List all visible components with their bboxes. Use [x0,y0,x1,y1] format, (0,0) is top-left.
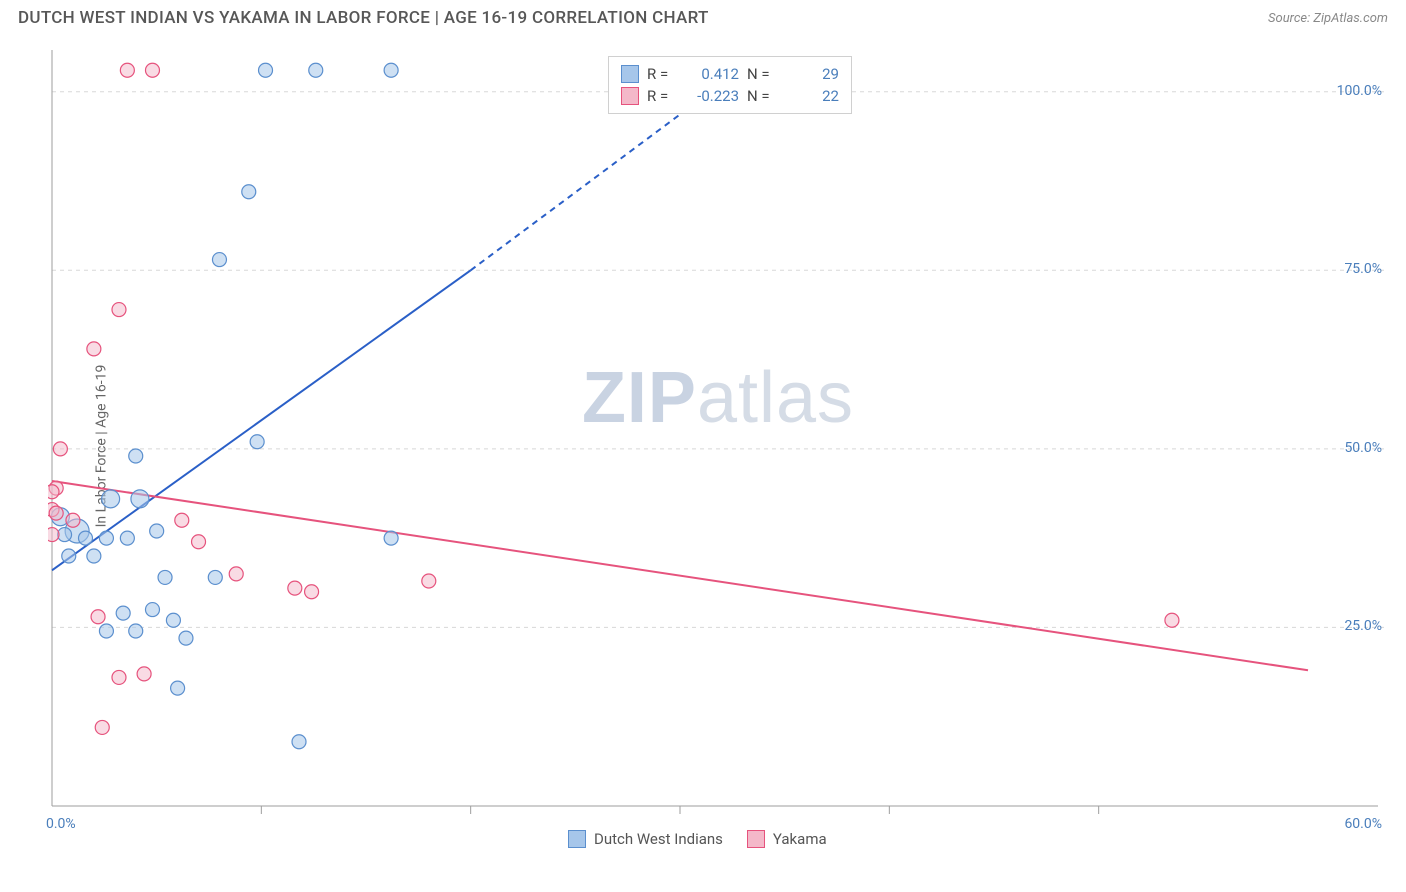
n-label: N = [747,87,775,105]
chart-area: In Labor Force | Age 16-19 25.0%50.0%75.… [48,46,1388,846]
n-label: N = [747,65,775,83]
swatch-icon [621,65,639,83]
y-tick-label: 75.0% [1344,261,1382,277]
swatch-icon [568,830,586,848]
correlation-row: R = 0.412 N = 29 [621,63,839,85]
legend-item: Yakama [747,830,827,848]
swatch-icon [621,87,639,105]
title-bar: DUTCH WEST INDIAN VS YAKAMA IN LABOR FOR… [0,0,1406,32]
y-tick-label: 25.0% [1344,618,1382,634]
y-tick-label: 50.0% [1344,440,1382,456]
legend-label: Dutch West Indians [594,830,723,848]
chart-title: DUTCH WEST INDIAN VS YAKAMA IN LABOR FOR… [18,8,709,28]
correlation-row: R = -0.223 N = 22 [621,85,839,107]
r-value: 0.412 [683,65,739,83]
swatch-icon [747,830,765,848]
x-tick-label: 60.0% [1344,816,1382,832]
legend-label: Yakama [773,830,827,848]
r-value: -0.223 [683,87,739,105]
r-label: R = [647,65,675,83]
scatter-plot [48,46,1388,846]
legend-item: Dutch West Indians [568,830,723,848]
r-label: R = [647,87,675,105]
x-tick-label: 0.0% [46,816,76,832]
correlation-box: R = 0.412 N = 29 R = -0.223 N = 22 [608,56,852,114]
legend: Dutch West Indians Yakama [568,830,827,848]
n-value: 29 [783,65,839,83]
n-value: 22 [783,87,839,105]
y-tick-label: 100.0% [1337,83,1382,99]
source-label: Source: ZipAtlas.com [1268,11,1388,26]
